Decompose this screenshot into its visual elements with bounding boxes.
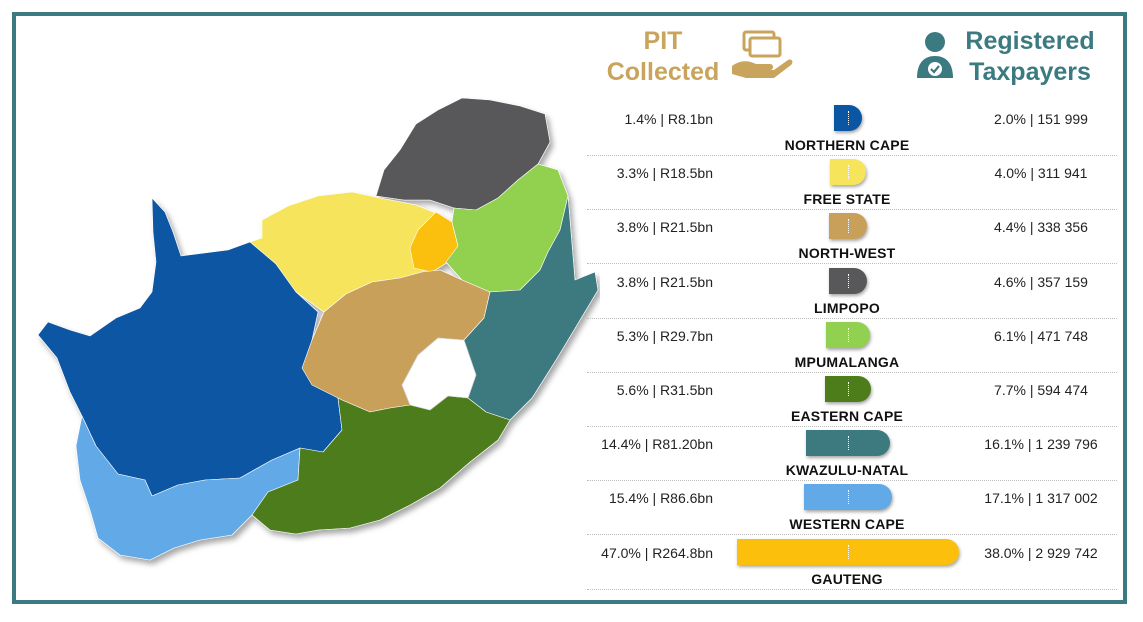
province-bar <box>825 376 871 402</box>
province-bar <box>804 484 892 511</box>
province-bar <box>828 267 868 294</box>
taxpayer-value-label: 4.0% | 311 941 <box>994 165 1088 182</box>
province-row: 3.8% | R21.5bn LIMPOPO 4.6% | 357 159 <box>587 264 1117 319</box>
bar-midline <box>848 544 849 559</box>
pit-header-line2: Collected <box>606 58 720 86</box>
bar-midline <box>847 219 849 234</box>
taxpayer-value-label: 6.1% | 471 748 <box>994 327 1088 344</box>
pit-collected-header: PIT Collected <box>598 26 728 88</box>
south-africa-map <box>37 97 599 561</box>
registered-taxpayers-header: Registered Taxpayers <box>955 26 1105 88</box>
province-name-label: KWAZULU-NATAL <box>785 462 909 479</box>
province-bar <box>806 430 890 457</box>
province-name-label: WESTERN CAPE <box>789 516 905 533</box>
hand-holding-money-icon <box>732 30 793 78</box>
pit-value-label: 3.3% | R18.5bn <box>616 165 713 182</box>
pit-value-label: 3.8% | R21.5bn <box>616 273 713 290</box>
province-row: 5.6% | R31.5bn EASTERN CAPE 7.7% | 594 474 <box>587 372 1117 427</box>
province-name-label: GAUTENG <box>811 570 883 587</box>
pit-value-label: 3.8% | R21.5bn <box>616 219 713 236</box>
tax-header-line1: Registered <box>965 27 1095 55</box>
pit-value-label: 5.3% | R29.7bn <box>616 327 713 344</box>
map-eastern-cape <box>251 395 511 535</box>
taxpayer-value-label: 17.1% | 1 317 002 <box>984 490 1098 507</box>
province-name-label: FREE STATE <box>803 191 891 208</box>
pit-value-label: 1.4% | R8.1bn <box>624 111 713 127</box>
bar-midline <box>847 327 849 342</box>
province-name-label: MPUMALANGA <box>794 353 900 370</box>
pit-value-label: 47.0% | R264.8bn <box>601 544 713 561</box>
bar-midline <box>847 382 849 396</box>
province-name-label: LIMPOPO <box>814 299 880 316</box>
province-name-label: NORTHERN CAPE <box>784 137 910 153</box>
bar-midline <box>847 111 849 125</box>
province-bar <box>737 538 959 565</box>
pit-value-label: 14.4% | R81.20bn <box>601 436 713 453</box>
taxpayer-value-label: 16.1% | 1 239 796 <box>984 436 1098 453</box>
bar-midline <box>847 436 849 451</box>
province-row: 14.4% | R81.20bn KWAZULU-NATAL 16.1% | 1 2… <box>587 426 1117 482</box>
taxpayer-value-label: 4.6% | 357 159 <box>994 273 1088 290</box>
taxpayer-value-label: 2.0% | 151 999 <box>994 111 1088 127</box>
bar-midline <box>847 165 849 180</box>
bar-midline <box>847 273 849 288</box>
taxpayer-person-icon <box>917 32 953 78</box>
pit-value-label: 5.6% | R31.5bn <box>616 382 713 398</box>
map-lesotho <box>401 337 477 411</box>
province-bar <box>825 321 871 348</box>
province-row: 3.3% | R18.5bn FREE STATE 4.0% | 311 941 <box>587 155 1117 211</box>
province-row: 15.4% | R86.6bn WESTERN CAPE 17.1% | 1 317… <box>587 480 1117 536</box>
province-bar <box>828 213 868 240</box>
taxpayer-value-label: 7.7% | 594 474 <box>994 382 1088 398</box>
province-row: 47.0% | R264.8bn GAUTENG 38.0% | 2 929 742 <box>587 535 1117 590</box>
province-name-label: EASTERN CAPE <box>790 408 904 424</box>
pit-value-label: 15.4% | R86.6bn <box>608 490 713 507</box>
province-row: 3.8% | R21.5bn NORTH-WEST 4.4% | 338 356 <box>587 209 1117 265</box>
province-row: 1.4% | R8.1bn NORTHERN CAPE 2.0% | 151 999 <box>587 101 1117 156</box>
bar-midline <box>847 490 849 505</box>
province-name-label: NORTH-WEST <box>798 245 896 262</box>
province-bar <box>829 159 866 186</box>
pit-header-line1: PIT <box>643 27 683 55</box>
taxpayer-value-label: 38.0% | 2 929 742 <box>984 544 1098 561</box>
map-limpopo <box>375 97 551 211</box>
province-bar <box>834 105 862 131</box>
taxpayer-value-label: 4.4% | 338 356 <box>994 219 1088 236</box>
tax-header-line2: Taxpayers <box>969 58 1091 86</box>
province-row: 5.3% | R29.7bn MPUMALANGA 6.1% | 471 748 <box>587 318 1117 373</box>
